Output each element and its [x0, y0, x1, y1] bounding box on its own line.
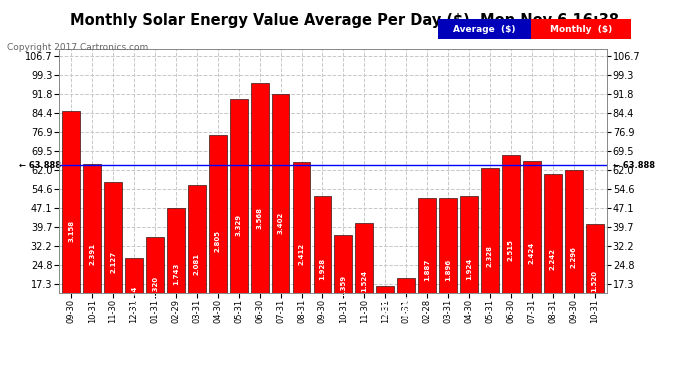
Bar	[209, 135, 227, 328]
Bar	[272, 94, 290, 328]
Text: 3.158: 3.158	[68, 219, 75, 242]
Bar	[146, 237, 164, 328]
Text: Average  ($): Average ($)	[453, 25, 516, 34]
Text: 1.359: 1.359	[340, 275, 346, 297]
Text: 1.928: 1.928	[319, 258, 326, 280]
Text: 3.329: 3.329	[236, 214, 241, 236]
Bar	[565, 170, 582, 328]
Bar	[460, 196, 478, 328]
Text: 1.743: 1.743	[173, 263, 179, 285]
Bar	[502, 155, 520, 328]
Text: 1.014: 1.014	[131, 286, 137, 308]
Text: 0.736: 0.736	[403, 294, 409, 316]
Text: 3.568: 3.568	[257, 207, 263, 229]
Bar	[523, 162, 541, 328]
Text: 2.127: 2.127	[110, 251, 116, 273]
Bar	[481, 168, 499, 328]
Bar	[167, 209, 185, 328]
Bar	[230, 99, 248, 328]
Text: 2.805: 2.805	[215, 230, 221, 252]
Text: 2.391: 2.391	[89, 243, 95, 265]
Text: 1.320: 1.320	[152, 276, 158, 298]
Text: ← 63.888: ← 63.888	[19, 160, 61, 170]
Bar	[313, 196, 331, 328]
Bar	[439, 198, 457, 328]
Text: Monthly Solar Energy Value Average Per Day ($)  Mon Nov 6 16:38: Monthly Solar Energy Value Average Per D…	[70, 13, 620, 28]
Bar	[355, 224, 373, 328]
Bar	[586, 224, 604, 328]
Text: Monthly  ($): Monthly ($)	[550, 25, 613, 34]
Text: 0.615: 0.615	[382, 298, 388, 320]
Bar	[250, 83, 268, 328]
Bar	[104, 182, 122, 328]
Bar	[293, 162, 310, 328]
Text: 1.520: 1.520	[591, 270, 598, 292]
Text: 2.328: 2.328	[487, 245, 493, 267]
Bar	[335, 235, 353, 328]
Text: 1.896: 1.896	[445, 258, 451, 280]
Text: 2.412: 2.412	[299, 243, 304, 265]
Text: 1.924: 1.924	[466, 258, 472, 280]
Bar	[125, 258, 143, 328]
Bar	[188, 185, 206, 328]
Bar	[418, 198, 436, 328]
Text: 1.887: 1.887	[424, 259, 430, 281]
Text: 3.402: 3.402	[277, 212, 284, 234]
Text: 2.081: 2.081	[194, 253, 200, 275]
Bar	[83, 164, 101, 328]
Text: 2.296: 2.296	[571, 246, 577, 268]
Text: 2.424: 2.424	[529, 242, 535, 264]
Bar	[376, 286, 394, 328]
Text: Copyright 2017 Cartronics.com: Copyright 2017 Cartronics.com	[7, 43, 148, 52]
Bar	[397, 278, 415, 328]
Text: 1.524: 1.524	[362, 270, 367, 292]
Bar	[62, 111, 80, 328]
Text: ← 63.888: ← 63.888	[613, 160, 655, 170]
Text: 2.515: 2.515	[508, 240, 514, 261]
Text: 2.242: 2.242	[550, 248, 555, 270]
Bar	[544, 174, 562, 328]
